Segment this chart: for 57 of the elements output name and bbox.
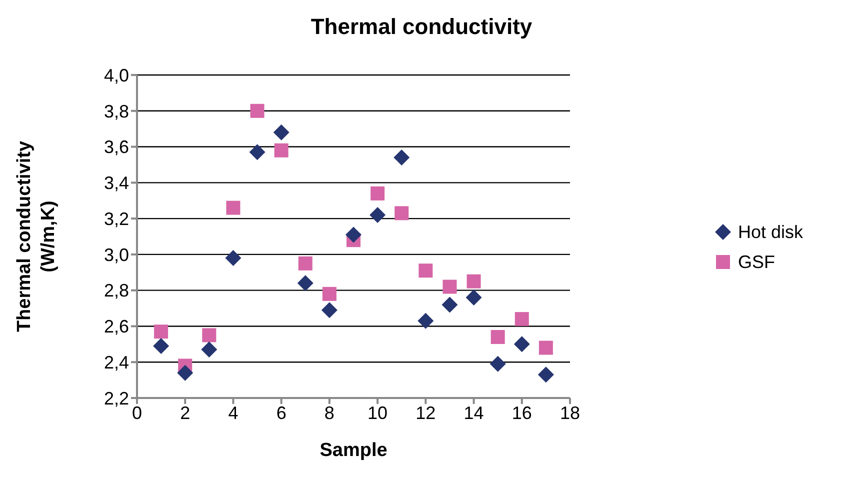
point [298,256,312,270]
point [418,312,434,329]
point [394,150,410,166]
point [370,206,386,223]
x-tick-label: 12 [416,402,436,423]
y-tick-label: 3,6 [104,137,129,158]
point [249,144,266,160]
point [273,124,290,140]
x-tick-label: 10 [368,402,388,423]
point [202,328,216,342]
y-axis-title: Thermal conductivity (W/m,K) [14,140,59,332]
point [274,143,288,158]
x-tick-label: 4 [228,402,238,423]
point [226,200,240,215]
point [322,286,336,301]
x-tick-label: 16 [512,402,532,423]
y-tick-label: 4,0 [104,65,129,86]
y-tick-label: 2,2 [104,388,129,408]
point [250,104,264,118]
point [201,342,218,358]
x-tick-label: 2 [180,402,190,423]
point [490,356,506,372]
point [442,280,457,294]
point [466,290,482,306]
y-tick-label: 2,8 [104,280,129,301]
y-tick-label: 3,4 [104,173,129,194]
y-tick-label: 3,2 [104,208,129,229]
point [346,226,362,243]
y-tick-label: 2,6 [104,316,129,337]
point [418,264,433,278]
point [514,312,529,326]
point [370,186,385,200]
x-tick-label: 6 [276,402,286,423]
x-tick-label: 14 [464,402,484,423]
point [466,274,481,288]
point [442,296,458,313]
point [514,336,530,352]
point [225,250,242,266]
legend-label: GSF [738,251,776,274]
point [394,206,409,220]
x-tick-label: 8 [324,402,334,423]
point [538,340,553,355]
point [490,330,505,344]
y-tick-label: 2,4 [104,352,129,372]
legend-label: Hot disk [738,221,804,244]
point [538,366,554,383]
point [297,275,314,292]
y-tick-label: 3,0 [104,244,129,265]
chart-title: Thermal conductivity [310,14,534,40]
point [321,302,338,318]
point [154,324,168,339]
y-tick-label: 3,8 [104,101,129,122]
x-tick-label: 18 [560,402,580,423]
point [153,338,170,354]
x-axis-title: Sample [320,440,388,461]
point [177,364,194,381]
x-tick-label: 0 [132,402,142,423]
